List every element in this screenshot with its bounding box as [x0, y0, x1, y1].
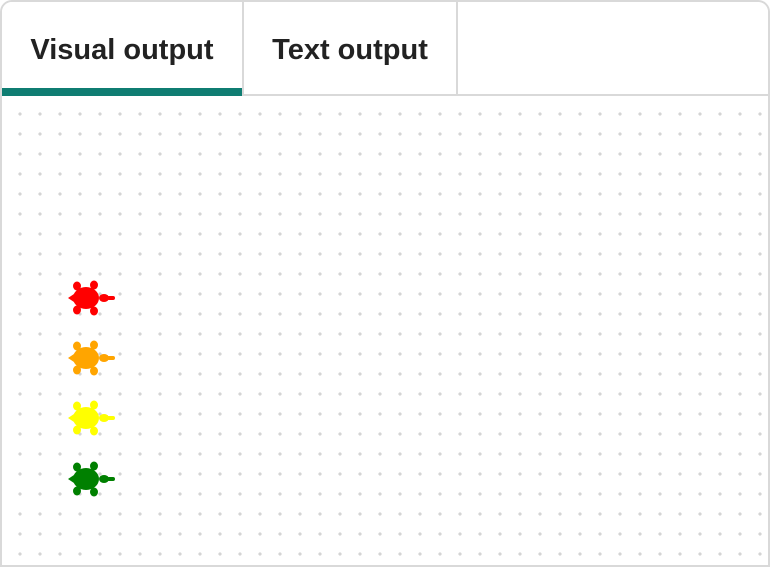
tab-text-output-label: Text output [272, 33, 428, 66]
turtle-icon [68, 400, 115, 436]
tab-visual-output[interactable]: Visual output [2, 2, 244, 96]
turtle-icon [68, 340, 115, 376]
active-tab-indicator [2, 88, 242, 96]
turtle-icon [68, 461, 115, 497]
turtle-icon [68, 280, 115, 316]
tab-bar: Visual output Text output [2, 2, 768, 96]
tab-visual-output-label: Visual output [30, 33, 214, 66]
tab-text-output[interactable]: Text output [244, 2, 458, 94]
turtle-canvas [2, 96, 768, 565]
